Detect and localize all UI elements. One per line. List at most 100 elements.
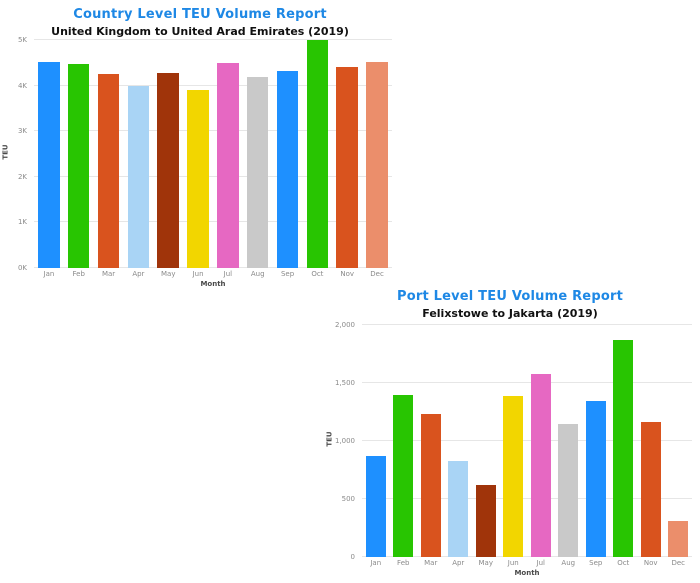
x-tick: Mar [101,270,116,278]
bar-jul[interactable] [530,373,551,557]
x-tick: Apr [132,270,145,278]
bar-sep[interactable] [276,71,299,268]
gridline [34,84,392,86]
gridline [362,440,692,441]
gridline [362,382,692,383]
plot-area [362,324,692,557]
x-tick: Nov [643,559,658,567]
bar-nov[interactable] [640,422,661,557]
bars [362,325,692,557]
bar-slot [362,40,392,268]
y-tick-labels: 0 500 1,000 1,500 2,000 [320,321,358,561]
bar-jun[interactable] [187,89,209,268]
country-teu-chart: Country Level TEU Volume Report United K… [0,0,400,292]
bar-aug[interactable] [246,76,269,268]
bar-slot [582,325,610,557]
bar-slot [445,325,473,557]
x-tick: Sep [280,270,295,278]
bar-slot [94,40,124,268]
bars [34,40,392,268]
gridline [34,221,392,223]
port-teu-chart: Port Level TEU Volume Report Felixstowe … [320,285,700,583]
bar-apr[interactable] [448,461,469,557]
bar-may[interactable] [157,72,179,268]
bar-jan[interactable] [38,61,60,268]
gridline [34,39,392,40]
x-tick: Aug [250,270,265,278]
x-tick: Dec [671,559,686,567]
bar-jun[interactable] [503,396,524,557]
bar-oct[interactable] [613,340,634,557]
bar-mar[interactable] [97,73,120,268]
y-tick-labels: 0K 1K 2K 3K 4K 5K [0,36,30,272]
bar-apr[interactable] [127,85,150,268]
bar-slot [243,40,273,268]
x-tick: Jun [507,559,519,567]
bar-slot [302,40,332,268]
x-tick: Oct [617,559,630,567]
x-tick: May [478,559,493,567]
bar-slot [390,325,418,557]
bar-slot [153,40,183,268]
chart-subtitle: United Kingdom to United Arad Emirates (… [51,25,349,38]
bar-slot [527,325,555,557]
bar-nov[interactable] [336,66,358,268]
bar-jul[interactable] [217,62,239,268]
bar-slot [213,40,243,268]
bar-slot [123,40,153,268]
x-tick: Jul [223,270,233,278]
y-tick: 0 [350,553,355,561]
gridline [362,498,692,499]
bar-slot [362,325,390,557]
bar-slot [555,325,583,557]
bar-may[interactable] [475,485,496,557]
y-tick: 4K [17,81,27,90]
gridlines [34,39,392,268]
x-tick: Dec [370,270,384,278]
x-tick: Jan [370,559,382,567]
gridline [34,267,392,268]
y-tick: 0K [17,264,27,272]
bar-slot [332,40,362,268]
bar-feb[interactable] [393,394,414,557]
bar-slot [500,325,528,557]
chart-title: Country Level TEU Volume Report [73,7,327,22]
x-tick: Apr [452,559,465,567]
bar-slot [637,325,665,557]
x-tick-labels: Jan Feb Mar Apr May Jun Jul Aug Sep Oct Nov Dec [34,270,392,278]
chart-subtitle: Felixstowe to Jakarta (2019) [422,307,598,320]
bar-slot [34,40,64,268]
x-axis-label: Month [200,280,226,288]
bar-mar[interactable] [420,414,441,557]
y-tick: 500 [341,495,355,503]
y-tick: 1,500 [334,379,355,387]
bar-dec[interactable] [668,521,689,557]
bar-slot [273,40,303,268]
bar-slot [610,325,638,557]
bar-jan[interactable] [365,455,386,557]
bar-slot [665,325,693,557]
gridline [362,324,692,325]
x-tick: Oct [311,270,324,278]
gridlines [362,324,692,557]
x-tick: Nov [340,270,355,278]
bar-aug[interactable] [558,423,579,557]
x-tick: May [160,270,176,278]
y-tick: 5K [17,36,27,44]
x-tick: Sep [589,559,603,567]
bar-oct[interactable] [306,40,329,268]
bar-sep[interactable] [585,400,606,557]
x-axis-label: Month [514,569,540,577]
x-tick: Feb [72,270,85,278]
y-tick: 3K [17,127,27,136]
y-tick: 2K [17,172,27,181]
x-tick: Feb [397,559,410,567]
bar-feb[interactable] [68,63,90,268]
bar-slot [183,40,213,268]
x-tick-labels: Jan Feb Mar Apr May Jun Jul Aug Sep Oct Nov Dec [362,559,692,567]
gridline [34,175,392,177]
gridline [34,130,392,132]
bar-dec[interactable] [366,61,388,268]
bar-slot [472,325,500,557]
x-tick: Jan [43,270,55,278]
